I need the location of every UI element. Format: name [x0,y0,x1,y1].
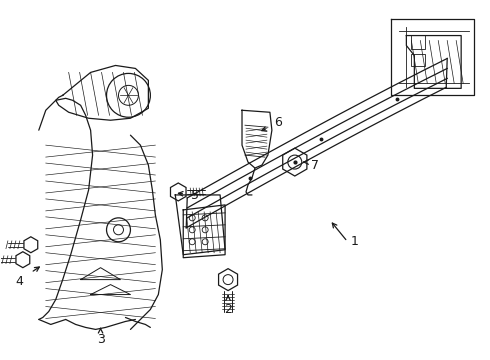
Polygon shape [24,237,38,253]
Bar [412,35,425,49]
Polygon shape [16,252,30,268]
Polygon shape [171,183,186,201]
Polygon shape [283,148,307,176]
Text: 2: 2 [224,303,232,316]
Text: 5: 5 [191,189,199,202]
Bar [412,54,425,67]
Text: 6: 6 [274,116,282,129]
Text: 4: 4 [15,275,23,288]
Text: 7: 7 [311,158,319,172]
Polygon shape [219,269,238,291]
Text: 3: 3 [97,333,104,346]
Text: 1: 1 [351,235,359,248]
